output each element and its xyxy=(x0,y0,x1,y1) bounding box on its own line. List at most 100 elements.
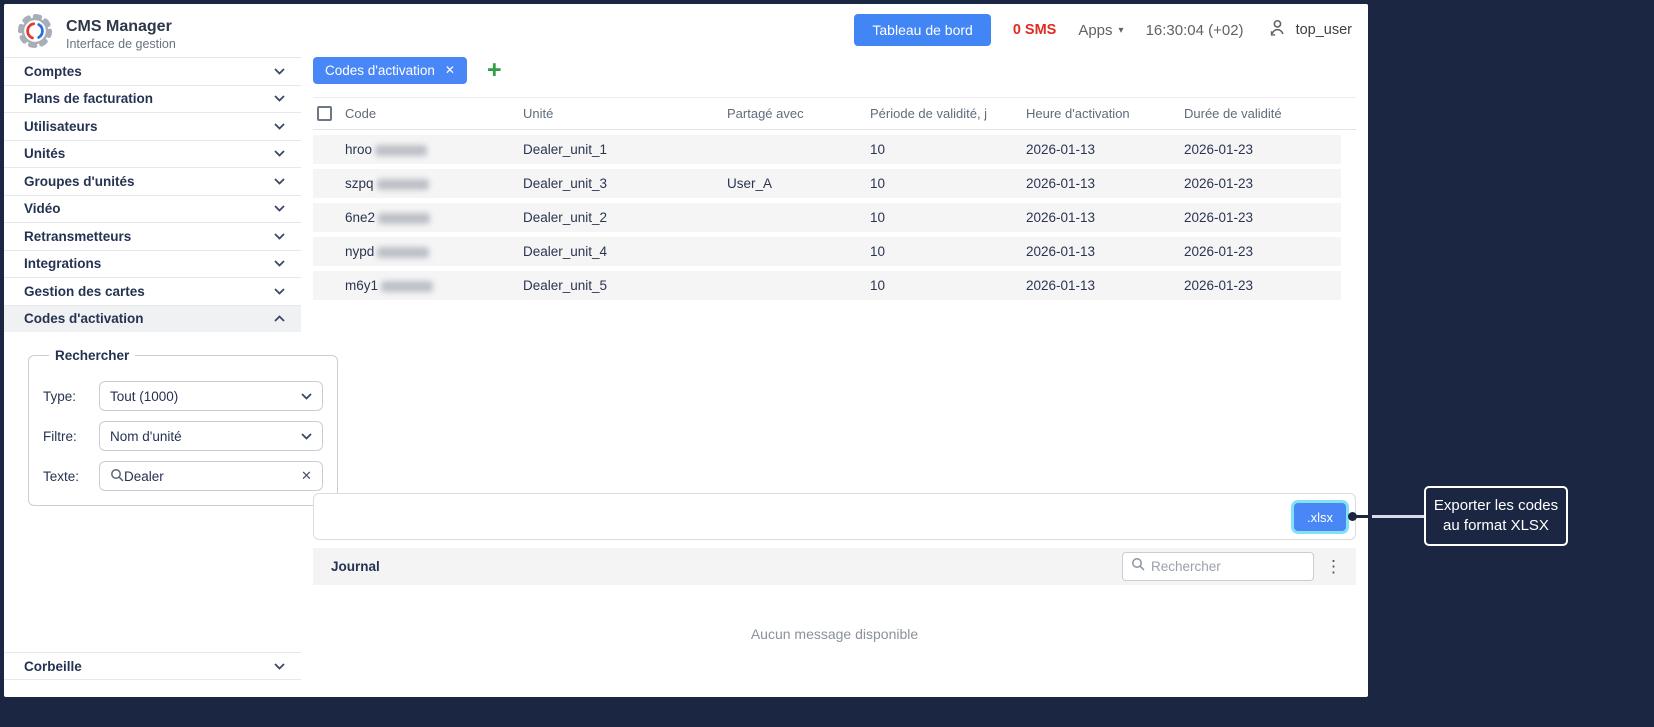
dashboard-button[interactable]: Tableau de bord xyxy=(854,14,991,46)
chevron-down-icon xyxy=(301,392,312,400)
table-row[interactable]: nypd Dealer_unit_4 10 2026-01-13 2026-01… xyxy=(313,237,1341,266)
brand: CMS Manager Interface de gestion xyxy=(14,10,176,57)
redacted-code xyxy=(376,178,429,190)
redacted-code xyxy=(375,144,428,156)
chevron-down-icon xyxy=(274,288,285,295)
code-cell: nypd xyxy=(345,244,523,259)
sidebar-item-plans-de-facturation[interactable]: Plans de facturation xyxy=(4,84,301,113)
column-header-code[interactable]: Code xyxy=(345,106,377,121)
sidebar-search-panel: Rechercher Type: Tout (1000) Filtre: Nom… xyxy=(28,348,338,506)
tab-chip-codes-activation[interactable]: Codes d'activation ✕ xyxy=(313,56,467,84)
close-icon[interactable]: ✕ xyxy=(444,63,455,77)
column-header-partage-avec[interactable]: Partagé avec xyxy=(727,106,804,121)
chevron-down-icon xyxy=(274,205,285,213)
sidebar-item-groupes-unites[interactable]: Groupes d'unités xyxy=(4,167,301,195)
table-row[interactable]: szpq Dealer_unit_3 User_A 10 2026-01-13 … xyxy=(313,169,1341,198)
callout-connector-line xyxy=(1355,515,1372,518)
journal-bar: Journal ⋮ xyxy=(313,548,1356,585)
chevron-up-icon xyxy=(274,315,285,322)
topbar-right: Tableau de bord 0 SMS Apps ▾ 16:30:04 (+… xyxy=(854,4,1352,56)
chevron-down-icon xyxy=(301,432,312,440)
person-icon xyxy=(1266,17,1288,44)
sidebar-item-codes-activation[interactable]: Codes d'activation xyxy=(4,304,301,332)
column-header-unite[interactable]: Unité xyxy=(523,106,554,121)
sidebar-item-integrations[interactable]: Integrations xyxy=(4,249,301,278)
sidebar: Comptes Plans de facturation Utilisateur… xyxy=(4,57,338,680)
sidebar-item-utilisateurs[interactable]: Utilisateurs xyxy=(4,112,301,140)
table-row[interactable]: m6y1 Dealer_unit_5 10 2026-01-13 2026-01… xyxy=(313,271,1341,300)
sidebar-item-video[interactable]: Vidéo xyxy=(4,194,301,223)
caret-down-icon: ▾ xyxy=(1118,24,1124,36)
chevron-down-icon xyxy=(274,123,285,130)
chevron-down-icon xyxy=(274,260,285,268)
kebab-menu-icon[interactable]: ⋮ xyxy=(1325,557,1342,576)
sidebar-item-retransmetteurs[interactable]: Retransmetteurs xyxy=(4,222,301,250)
table-row[interactable]: 6ne2 Dealer_unit_2 10 2026-01-13 2026-01… xyxy=(313,203,1341,232)
add-tab-button[interactable]: + xyxy=(486,55,502,84)
journal-search-field xyxy=(1122,552,1314,581)
search-legend: Rechercher xyxy=(55,348,130,363)
journal-search-input[interactable] xyxy=(1151,559,1305,574)
filter-row: Filtre: Nom d'unité xyxy=(43,421,323,451)
text-label: Texte: xyxy=(43,468,80,484)
user-menu[interactable]: top_user xyxy=(1266,17,1352,44)
clock: 16:30:04 (+02) xyxy=(1145,21,1244,39)
column-header-periode-validite[interactable]: Période de validité, j xyxy=(870,106,988,121)
export-toolbar: .xlsx xyxy=(313,493,1356,540)
code-cell: m6y1 xyxy=(345,278,523,293)
filter-label: Filtre: xyxy=(43,428,77,444)
type-row: Type: Tout (1000) xyxy=(43,381,323,411)
text-filter-input[interactable] xyxy=(124,468,301,484)
code-cell: szpq xyxy=(345,176,523,191)
chevron-down-icon xyxy=(274,178,285,185)
main-content: Codes d'activation ✕ + Code Unité Partag… xyxy=(313,56,1356,697)
clear-icon[interactable]: ✕ xyxy=(301,468,312,483)
export-tooltip: Exporter les codes au format XLSX xyxy=(1424,486,1568,546)
tooltip-line: Exporter les codes xyxy=(1433,496,1559,514)
text-filter-field: ✕ xyxy=(99,461,323,491)
callout-connector-dot xyxy=(1348,512,1357,521)
code-cell: hroo xyxy=(345,142,523,157)
type-select[interactable]: Tout (1000) xyxy=(99,381,323,411)
sms-counter[interactable]: 0 SMS xyxy=(1012,22,1057,38)
search-icon xyxy=(110,468,124,485)
tooltip-line: au format XLSX xyxy=(1443,517,1549,534)
sidebar-item-comptes[interactable]: Comptes xyxy=(4,57,301,85)
chevron-down-icon xyxy=(274,662,285,670)
chip-row: Codes d'activation ✕ + xyxy=(313,56,1356,84)
gear-logo-icon xyxy=(14,10,56,57)
app-title: CMS Manager xyxy=(66,17,172,35)
app-window: CMS Manager Interface de gestion Tableau… xyxy=(4,4,1368,697)
filter-select[interactable]: Nom d'unité xyxy=(99,421,323,451)
redacted-code xyxy=(377,246,430,258)
text-row: Texte: ✕ xyxy=(43,461,323,491)
sidebar-item-gestion-des-cartes[interactable]: Gestion des cartes xyxy=(4,277,301,305)
select-all-checkbox[interactable] xyxy=(317,106,332,121)
type-label: Type: xyxy=(43,388,77,404)
chip-label: Codes d'activation xyxy=(325,62,435,78)
table-row[interactable]: hroo Dealer_unit_1 10 2026-01-13 2026-01… xyxy=(313,135,1341,164)
username: top_user xyxy=(1295,22,1352,38)
brand-text: CMS Manager Interface de gestion xyxy=(66,17,176,51)
chevron-down-icon xyxy=(274,150,285,158)
search-icon xyxy=(1131,557,1145,576)
chevron-down-icon xyxy=(274,95,285,103)
journal-empty-message: Aucun message disponible xyxy=(750,626,919,642)
chevron-down-icon xyxy=(274,68,285,75)
apps-label: Apps xyxy=(1078,21,1113,39)
redacted-code xyxy=(378,212,431,224)
column-header-heure-activation[interactable]: Heure d'activation xyxy=(1026,106,1130,121)
table-body: hroo Dealer_unit_1 10 2026-01-13 2026-01… xyxy=(313,135,1356,300)
journal-title: Journal xyxy=(331,559,380,574)
chevron-down-icon xyxy=(274,233,285,240)
apps-menu[interactable]: Apps ▾ xyxy=(1078,22,1123,39)
table-header: Code Unité Partagé avec Période de valid… xyxy=(313,97,1356,130)
sidebar-item-unites[interactable]: Unités xyxy=(4,139,301,168)
export-xlsx-button[interactable]: .xlsx xyxy=(1294,503,1346,531)
topbar: CMS Manager Interface de gestion Tableau… xyxy=(4,4,1368,56)
redacted-code xyxy=(381,280,434,292)
callout-connector-line xyxy=(1372,515,1424,518)
column-header-duree-validite[interactable]: Durée de validité xyxy=(1184,106,1282,121)
sidebar-item-corbeille[interactable]: Corbeille xyxy=(4,652,301,680)
app-subtitle: Interface de gestion xyxy=(66,36,176,51)
